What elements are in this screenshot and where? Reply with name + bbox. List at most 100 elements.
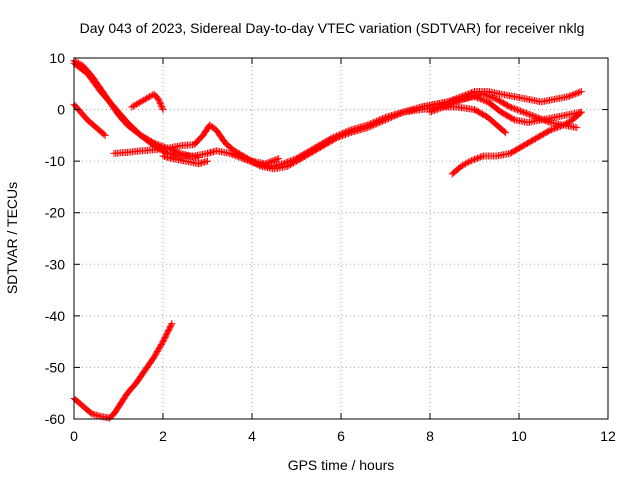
data-point (143, 94, 151, 102)
chart-title: Day 043 of 2023, Sidereal Day-to-day VTE… (80, 20, 585, 36)
data-point (167, 321, 175, 329)
data-point (482, 91, 490, 99)
data-point (479, 96, 487, 104)
data-point (370, 118, 378, 126)
data-point (454, 97, 462, 105)
data-point (573, 124, 581, 132)
data-point (138, 97, 146, 105)
data-point (439, 103, 447, 111)
x-tick-label: 10 (511, 428, 527, 444)
data-point (565, 118, 573, 126)
data-point (438, 104, 446, 112)
data-point (101, 131, 109, 139)
data-point (476, 153, 484, 161)
data-point (545, 118, 553, 126)
data-point (465, 158, 473, 166)
data-point (272, 156, 280, 164)
data-point (377, 115, 385, 123)
x-tick-label: 12 (600, 428, 616, 444)
data-point (528, 112, 536, 120)
data-point (376, 116, 384, 124)
data-point (466, 157, 474, 165)
y-tick-label: -30 (45, 256, 65, 272)
data-point (478, 153, 486, 161)
data-point (577, 88, 585, 96)
data-point (567, 92, 575, 100)
data-point (284, 158, 292, 166)
data-point (380, 114, 388, 122)
data-point (141, 95, 149, 103)
data-point (441, 102, 449, 110)
data-point (540, 116, 548, 124)
data-point (131, 101, 139, 109)
data-point (522, 109, 530, 117)
data-point (343, 127, 351, 135)
data-point (251, 159, 259, 167)
data-point (275, 155, 283, 163)
data-point (368, 119, 376, 127)
data-point (249, 159, 257, 167)
data-point (481, 97, 489, 105)
data-point (327, 135, 335, 143)
data-point (365, 120, 373, 128)
y-tick-label: -10 (45, 153, 65, 169)
data-point (427, 108, 435, 116)
data-point (159, 106, 167, 114)
data-point (132, 100, 140, 108)
series-arc7 (70, 320, 176, 422)
data-point (156, 98, 164, 106)
data-point (479, 90, 487, 98)
data-point (521, 109, 529, 117)
data-point (129, 102, 137, 110)
y-tick-label: -40 (45, 308, 65, 324)
data-point (128, 103, 136, 111)
data-point (484, 92, 492, 100)
data-point (288, 156, 296, 164)
data-point (573, 89, 581, 97)
data-point (168, 320, 176, 328)
series-arc6 (159, 152, 211, 168)
data-point (344, 127, 352, 135)
data-point (568, 91, 576, 99)
y-axis-label: SDTVAR / TECUs (4, 182, 20, 294)
data-point (576, 88, 584, 96)
data-point (435, 105, 443, 113)
data-point (460, 161, 468, 169)
data-point (536, 114, 544, 122)
data-point (340, 129, 348, 137)
data-point (488, 94, 496, 102)
data-point (518, 108, 526, 116)
data-point (574, 89, 582, 97)
data-point (462, 160, 470, 168)
data-point (371, 118, 379, 126)
data-point (457, 162, 465, 170)
data-point (512, 105, 520, 113)
data-point (373, 117, 381, 125)
data-point (448, 100, 456, 108)
data-point (244, 156, 252, 164)
series-arc4 (128, 90, 167, 114)
data-point (432, 106, 440, 114)
data-point (509, 104, 517, 112)
data-point (336, 131, 344, 139)
data-point (456, 97, 464, 105)
data-point (140, 96, 148, 104)
data-markers (70, 57, 585, 422)
data-point (445, 101, 453, 109)
data-point (282, 159, 290, 167)
data-point (548, 126, 556, 134)
data-point (279, 160, 287, 168)
data-point (565, 92, 573, 100)
data-point (334, 131, 342, 139)
data-point (379, 115, 387, 123)
x-axis-label: GPS time / hours (288, 457, 395, 473)
data-point (525, 110, 533, 118)
data-point (577, 108, 585, 116)
data-point (514, 106, 522, 114)
data-point (287, 157, 295, 165)
data-point (242, 156, 250, 164)
data-point (543, 117, 551, 125)
data-point (156, 100, 164, 108)
data-point (281, 159, 289, 167)
